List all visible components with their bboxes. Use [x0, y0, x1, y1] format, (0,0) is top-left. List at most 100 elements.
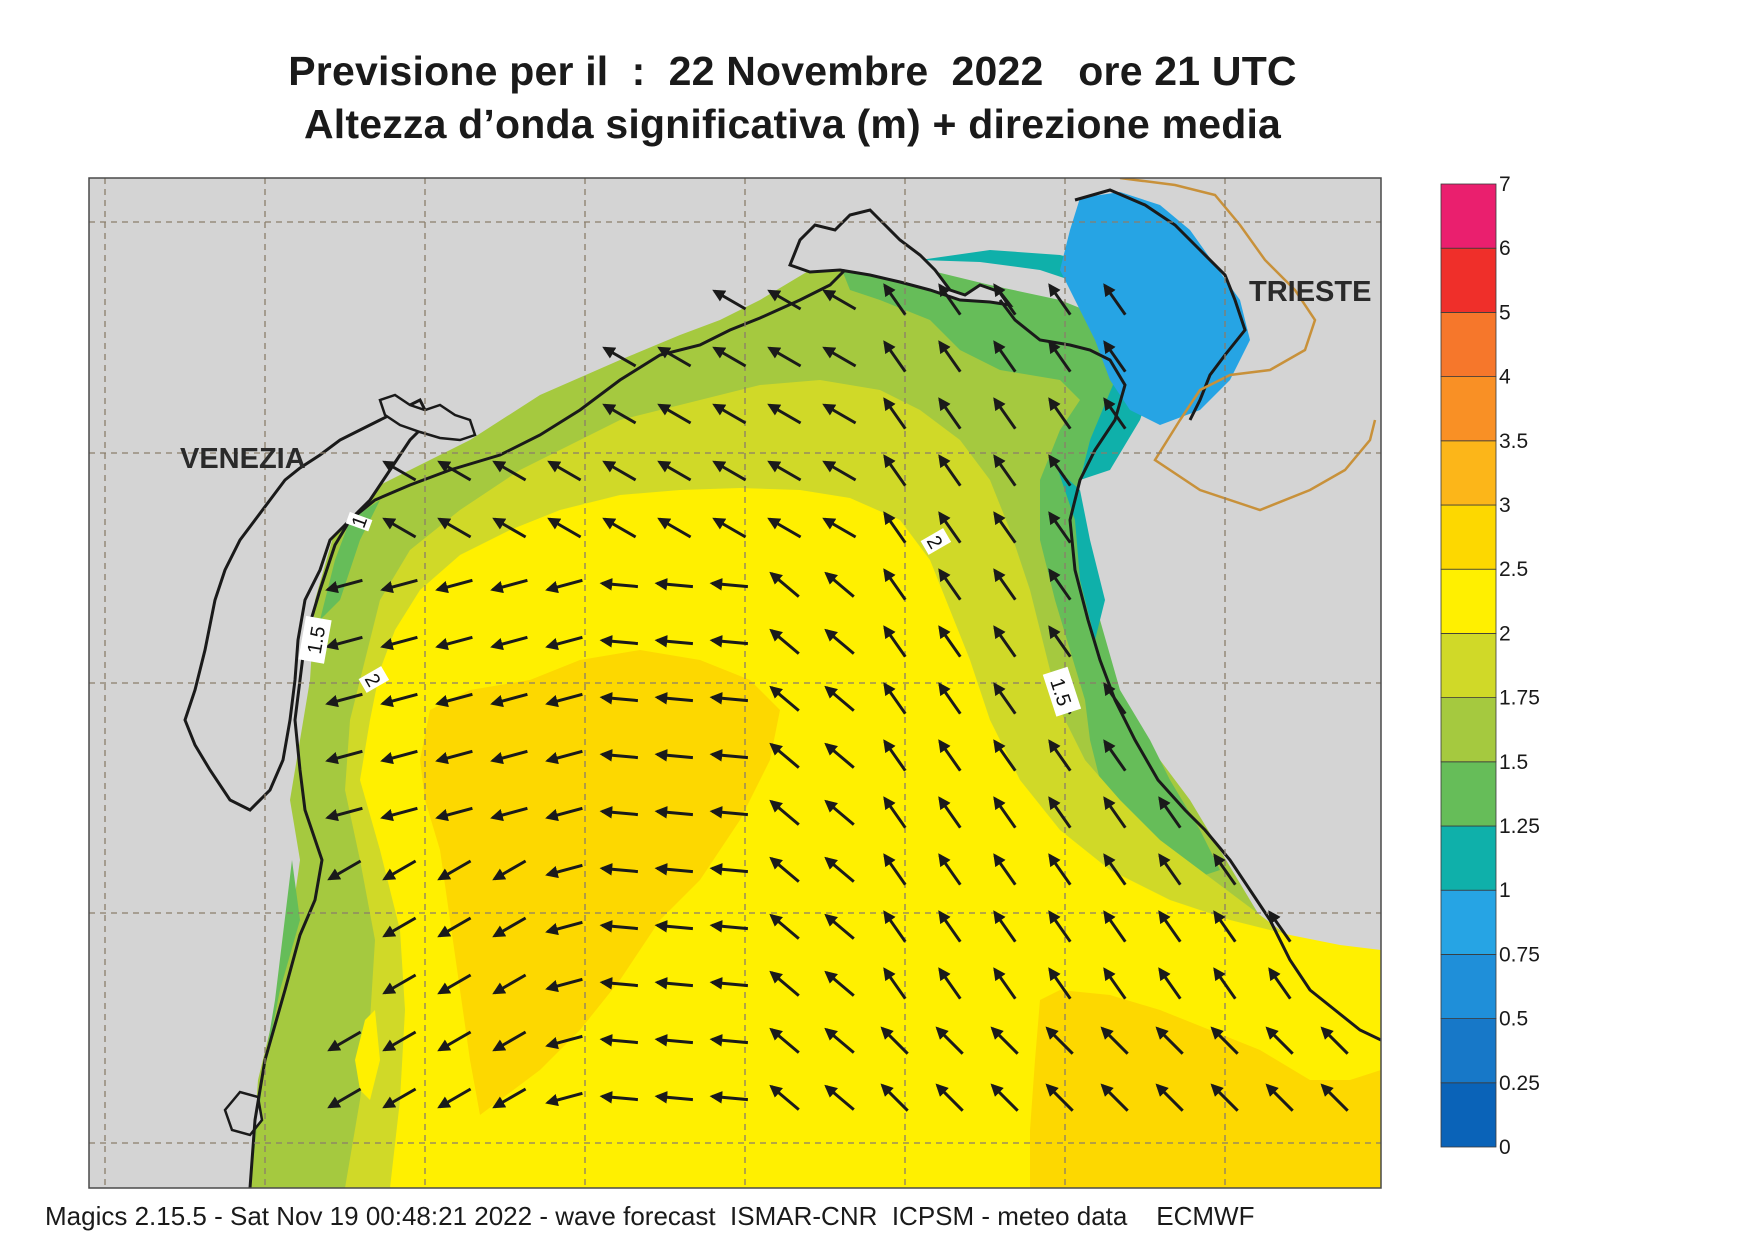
wave-arrow — [993, 796, 1017, 829]
wave-arrow — [435, 635, 473, 651]
wave-arrow — [1158, 796, 1182, 829]
forecast-subtitle: Altezza d’onda significativa (m) + direz… — [303, 101, 1282, 147]
colorbar-swatch — [1440, 376, 1497, 442]
wave-arrow — [1103, 340, 1127, 373]
footer-credits: Magics 2.15.5 - Sat Nov 19 00:48:21 2022… — [45, 1201, 1255, 1231]
wave-arrow — [437, 916, 472, 938]
wave-arrow — [382, 517, 417, 539]
colorbar-tick-label: 2.5 — [1499, 558, 1528, 581]
colorbar-swatch — [1440, 440, 1497, 506]
colorbar-tick-label: 1 — [1499, 879, 1511, 902]
wave-arrow — [822, 460, 857, 482]
wave-arrow — [1103, 910, 1127, 943]
wave-arrow — [990, 1026, 1019, 1055]
wave-arrow — [769, 1027, 800, 1054]
wave-arrow — [712, 517, 747, 539]
wave-arrow — [935, 1083, 964, 1112]
wave-arrow — [602, 346, 637, 368]
colorbar-tick-label: 2 — [1499, 622, 1511, 645]
wave-arrow — [382, 916, 417, 938]
wave-arrow — [492, 1030, 527, 1052]
wave-arrow — [883, 625, 907, 658]
wave-arrow — [1103, 397, 1127, 430]
wave-arrow — [545, 806, 583, 822]
wave-arrow — [1158, 910, 1182, 943]
forecast-title: Previsione per il : 22 Novembre 2022 ore… — [288, 48, 1297, 94]
colorbar-tick-label: 7 — [1499, 173, 1511, 196]
wave-arrow — [938, 739, 962, 772]
wave-arrow — [437, 1087, 472, 1109]
colorbar-swatch — [1440, 1082, 1497, 1148]
wave-arrow — [602, 517, 637, 539]
wave-arrow — [880, 1083, 909, 1112]
wave-arrow — [769, 913, 800, 940]
wave-arrow — [437, 460, 472, 482]
wave-arrow — [1103, 967, 1127, 1000]
wave-arrow — [1103, 682, 1127, 715]
wave-arrow — [599, 977, 639, 990]
wave-arrow — [382, 1087, 417, 1109]
wave-arrow — [545, 692, 583, 708]
wave-arrow — [712, 460, 747, 482]
wave-arrow — [938, 397, 962, 430]
wave-arrow — [1268, 967, 1292, 1000]
wave-arrow — [938, 910, 962, 943]
wave-arrow — [654, 806, 694, 819]
wave-arrow — [935, 1026, 964, 1055]
wave-arrow — [709, 920, 749, 933]
wave-arrow — [883, 511, 907, 544]
wave-arrow — [824, 913, 855, 940]
wave-arrow — [938, 283, 962, 316]
wave-arrow — [993, 397, 1017, 430]
wave-arrow — [490, 578, 528, 594]
sea-band-1.0 — [920, 250, 1160, 480]
wave-arrow — [880, 1026, 909, 1055]
wave-arrow — [883, 796, 907, 829]
wave-arrow — [1048, 853, 1072, 886]
colorbar-tick-label: 1.5 — [1499, 751, 1528, 774]
wave-arrow — [325, 692, 363, 708]
wave-arrow — [767, 403, 802, 425]
wave-arrow — [767, 517, 802, 539]
wave-arrow — [709, 578, 749, 591]
colorbar-swatch — [1440, 633, 1497, 699]
wave-arrow — [883, 739, 907, 772]
wave-arrow — [1048, 625, 1072, 658]
wave-arrow — [824, 1027, 855, 1054]
wave-arrow — [382, 859, 417, 881]
sea-band-2.5-center — [420, 650, 780, 1115]
wave-arrow — [1045, 1026, 1074, 1055]
graticule — [89, 178, 1381, 1188]
wave-arrow — [1103, 739, 1127, 772]
wave-arrow — [883, 910, 907, 943]
wave-arrow — [654, 1034, 694, 1047]
wave-arrow — [993, 568, 1017, 601]
wave-arrow — [492, 517, 527, 539]
wave-arrow — [993, 853, 1017, 886]
wave-arrow — [938, 511, 962, 544]
wave-arrow — [599, 920, 639, 933]
colorbar-tick-label: 0 — [1499, 1136, 1511, 1159]
sea-band-1.25 — [840, 265, 1220, 880]
wave-arrow — [1103, 796, 1127, 829]
wave-arrow — [1155, 1083, 1184, 1112]
wave-arrow — [709, 863, 749, 876]
wave-arrow — [1048, 511, 1072, 544]
wave-arrow — [824, 856, 855, 883]
wave-arrow — [654, 635, 694, 648]
wave-direction-arrows — [325, 283, 1349, 1112]
wave-arrow — [545, 749, 583, 765]
land-lagoon-islands — [378, 393, 477, 442]
wave-arrow — [492, 1087, 527, 1109]
wave-arrow — [435, 806, 473, 822]
wave-arrow — [327, 1087, 362, 1109]
wave-arrow — [1048, 454, 1072, 487]
wave-arrow — [654, 749, 694, 762]
wave-arrow — [382, 460, 417, 482]
wave-arrow — [767, 289, 802, 311]
wave-arrow — [492, 973, 527, 995]
wave-arrow — [883, 682, 907, 715]
wave-arrow — [769, 628, 800, 655]
contour-label-1.5-west: 1.5 — [298, 615, 332, 664]
city-label-venezia: VENEZIA — [180, 443, 306, 475]
